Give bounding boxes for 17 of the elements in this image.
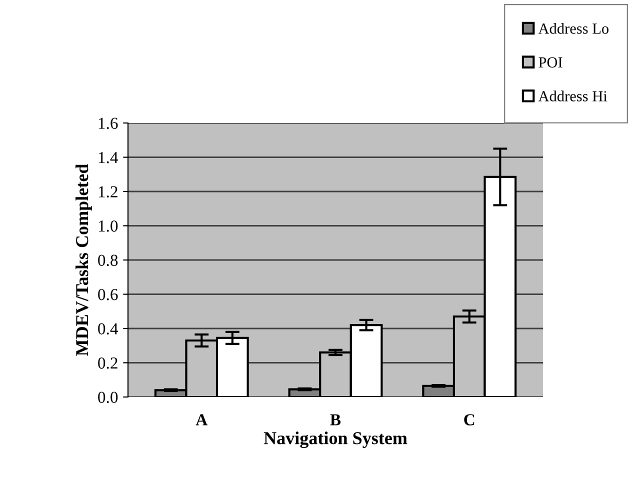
x-tick-label: B	[330, 414, 341, 426]
y-tick-label: 1.6	[98, 118, 118, 130]
y-tick-label: 0.2	[98, 357, 118, 369]
y-axis-title: MDEV/Tasks Completed	[76, 164, 92, 356]
x-tick-label: A	[196, 414, 208, 426]
legend-label: Address Lo	[538, 23, 608, 34]
x-tick-label: C	[464, 414, 474, 426]
y-tick-label: 0.0	[98, 392, 118, 404]
x-axis-title: Navigation System	[264, 432, 408, 448]
y-tick-label: 0.6	[98, 288, 118, 300]
legend-label: POI	[538, 57, 562, 68]
y-tick-label: 0.4	[98, 323, 118, 335]
legend-label: Address Hi	[538, 90, 608, 102]
y-tick-label: 0.8	[98, 254, 118, 266]
y-tick-label: 1.2	[98, 186, 118, 198]
y-tick-label: 1.4	[98, 152, 118, 164]
y-tick-label: 1.0	[98, 220, 118, 232]
